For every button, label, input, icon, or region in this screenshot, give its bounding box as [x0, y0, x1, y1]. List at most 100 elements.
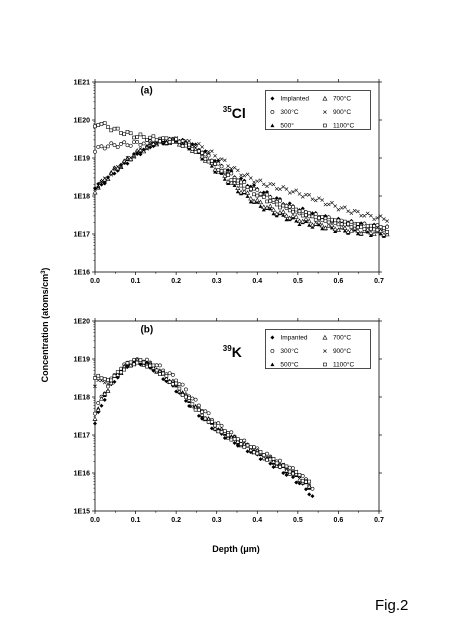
panel-a-data-point	[132, 155, 136, 159]
panel-a-data-point	[236, 178, 240, 183]
panel-a-data-point	[213, 158, 218, 163]
panel-b-data-point	[180, 393, 185, 397]
panel-a-data-point	[290, 213, 296, 218]
panel-a-data-point	[190, 143, 195, 147]
panel-a-data-point	[287, 201, 292, 206]
panel-a-data-point	[304, 210, 308, 215]
panel-a-data-point	[307, 192, 312, 197]
panel-b-legend-label: 700°C	[333, 334, 351, 342]
panel-a-data-point	[187, 146, 192, 151]
panel-a-data-point	[352, 223, 357, 228]
panel-a-data-point	[362, 227, 367, 231]
panel-a-panel-label: (a)	[140, 85, 152, 96]
panel-a-data-point	[235, 185, 241, 191]
panel-a-data-point	[190, 146, 195, 151]
panel-b-data-point	[148, 363, 152, 368]
panel-a-data-point	[339, 206, 344, 210]
panel-a-data-point	[252, 180, 256, 184]
panel-a-data-point	[284, 187, 289, 191]
panel-a-data-point	[372, 217, 376, 222]
panel-a-data-point	[203, 156, 208, 161]
panel-a-data-point	[119, 131, 123, 135]
panel-b-data-point	[203, 409, 208, 414]
panel-b-x-tick-label: 0.0	[90, 517, 100, 524]
panel-b-data-point	[265, 458, 269, 462]
panel-a-data-point	[197, 149, 201, 154]
panel-a-data-point	[167, 140, 172, 144]
panel-a-data-point	[287, 215, 293, 221]
panel-a-data-point	[274, 196, 279, 201]
panel-a-data-point	[193, 150, 198, 154]
panel-a-data-point	[102, 176, 107, 181]
panel-a-data-point	[223, 168, 227, 173]
panel-a-data-point	[261, 207, 266, 212]
panel-a-data-point	[294, 218, 299, 223]
panel-b-data-point	[271, 459, 277, 464]
panel-b-data-point	[99, 376, 104, 381]
panel-b-data-point	[145, 364, 149, 369]
panel-b-data-point	[190, 396, 195, 401]
panel-b-legend-label: 300°C	[280, 347, 298, 355]
panel-a-data-point	[349, 220, 354, 224]
panel-b-data-point	[187, 396, 191, 400]
panel-a-data-point	[287, 204, 292, 209]
panel-a-data-point	[171, 140, 175, 144]
panel-b-data-point	[213, 423, 217, 428]
panel-a-data-point	[141, 135, 146, 139]
panel-a-data-point	[148, 135, 152, 140]
panel-a-data-point	[106, 125, 110, 129]
panel-b-data-point	[310, 494, 315, 499]
panel-b-x-tick-label: 0.7	[374, 517, 384, 524]
panel-b-data-point	[128, 360, 133, 365]
panel-a-data-point	[303, 216, 309, 221]
panel-a-data-point	[102, 121, 107, 125]
panel-a-data-point	[287, 208, 292, 213]
panel-b-series-5	[93, 358, 312, 484]
panel-b-data-point	[151, 363, 156, 368]
panel-a-data-point	[281, 213, 286, 217]
panel-a-x-tick-label: 0.3	[212, 278, 222, 285]
panel-a-legend-label: 300°C	[280, 108, 298, 116]
panel-a-data-point	[222, 177, 227, 181]
panel-b-data-point	[200, 410, 204, 414]
panel-a-data-point	[339, 218, 344, 223]
panel-b-y-tick-label: 1E17	[74, 433, 90, 440]
panel-a-legend-marker	[323, 123, 327, 128]
panel-a-data-point	[382, 226, 386, 230]
panel-a-data-point	[132, 140, 136, 144]
panel-b-data-point	[93, 376, 97, 380]
panel-a-legend-marker	[270, 110, 275, 114]
panel-a-data-point	[268, 206, 273, 211]
panel-a-data-point	[109, 172, 114, 177]
panel-a-data-point	[125, 161, 130, 166]
panel-a-data-point	[210, 158, 214, 163]
panel-a-data-point	[378, 228, 384, 233]
panel-b-data-point	[226, 433, 230, 438]
panel-b-data-point	[145, 357, 149, 362]
panel-a-x-tick-label: 0.1	[131, 278, 141, 285]
panel-b-data-point	[287, 465, 292, 470]
x-axis-label: Depth (μm)	[212, 544, 260, 554]
panel-b-data-point	[304, 480, 308, 484]
panel-a-legend-box	[265, 90, 371, 130]
panel-b-data-point	[235, 443, 240, 448]
panel-b-data-point	[96, 401, 101, 405]
panel-b-data-point	[229, 430, 234, 435]
panel-a-data-point	[306, 218, 312, 224]
panel-a-data-point	[336, 207, 341, 212]
panel-a-data-point	[294, 207, 299, 212]
panel-a-data-point	[339, 222, 344, 227]
panel-a-data-point	[349, 211, 354, 215]
panel-a-data-point	[119, 142, 123, 146]
panel-b-data-point	[284, 472, 289, 477]
panel-a-data-point	[128, 131, 133, 136]
panel-b-data-point	[268, 457, 273, 462]
panel-a-data-point	[187, 142, 191, 147]
panel-a-data-point	[287, 191, 292, 195]
panel-a-data-point	[335, 227, 341, 232]
panel-a-data-point	[322, 225, 328, 230]
panel-a-data-point	[125, 143, 130, 148]
panel-a-data-point	[385, 229, 389, 234]
panel-a-data-point	[235, 168, 240, 173]
panel-b-series-2	[93, 357, 312, 490]
